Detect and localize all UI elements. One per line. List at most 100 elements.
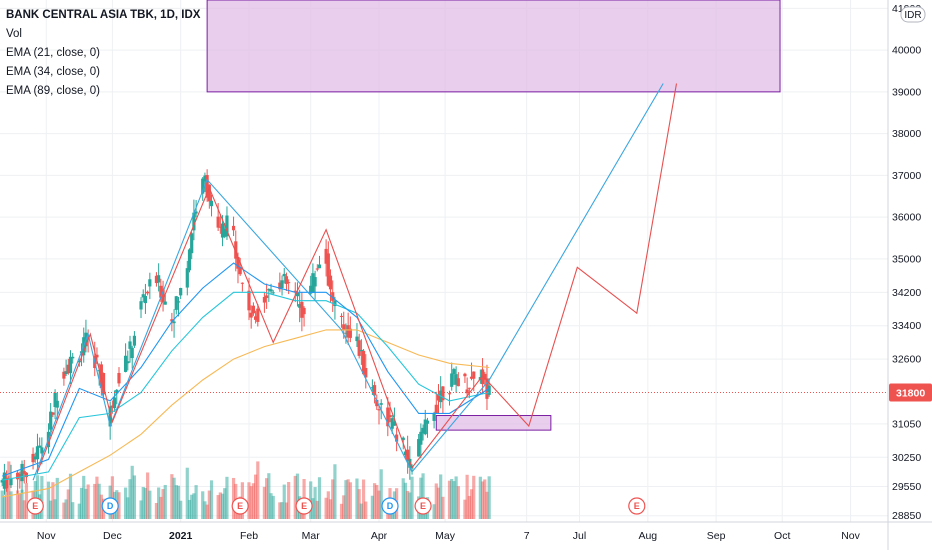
volume-bar [247,482,251,519]
volume-bar [450,478,454,519]
candle-body [361,350,366,375]
x-tick-label: Oct [774,530,790,542]
volume-bar [24,483,29,519]
volume-bar [454,476,458,519]
volume-bar [262,486,267,519]
volume-bar [123,487,128,519]
volume-bar [295,473,300,519]
volume-bar [355,478,359,519]
candle-body [390,418,394,429]
candle-body [110,405,114,408]
candle-body [287,282,291,284]
y-tick-label: 32600 [892,354,921,366]
volume-bar [9,491,13,519]
volume-bar [130,465,134,519]
volume-bar [265,478,269,519]
volume-bar [379,469,383,519]
candle-body [280,280,284,289]
volume-bar [287,482,291,519]
volume-bar [86,484,90,519]
volume-bar [317,477,322,519]
candle-body [300,301,304,318]
candle-body [163,301,167,305]
legend-ema21: EMA (21, close, 0) [6,47,100,59]
candle-body [240,282,244,284]
y-tick-label: 35000 [892,253,921,265]
candle-body [187,249,192,271]
volume-bar [348,482,352,519]
y-tick-label: 34200 [892,287,921,299]
candle-body [324,248,328,264]
volume-bar [406,490,410,519]
volume-bar [93,483,97,519]
event-marker-label: E [32,501,38,511]
volume-bar [357,489,361,519]
candle-body [456,378,460,387]
y-tick-label: 28850 [892,510,921,522]
volume-bar [97,483,101,519]
candle-body [18,473,22,478]
volume-bar [203,501,207,519]
volume-bar [163,484,167,519]
candle-body [64,371,68,375]
candle-body [339,315,344,317]
volume-bar [190,494,194,519]
x-tick-label: Apr [371,530,388,542]
volume-bar [328,499,333,519]
volume-bar [62,502,66,519]
volume-bar [117,492,121,519]
volume-bar [309,481,313,519]
legend-volume: Vol [6,28,22,40]
volume-bar [55,477,59,519]
volume-bar [254,474,258,519]
candle-body [485,378,489,399]
volume-bar [331,479,335,519]
candle-body [172,321,176,324]
candle-body [262,296,267,303]
volume-bar [220,493,225,519]
candle-body [62,371,66,379]
volume-bar [441,496,445,519]
volume-bar [251,483,255,519]
candle-body [346,325,350,338]
volume-bar [432,504,436,519]
candle-body [315,268,319,270]
candle-body [386,407,390,427]
y-tick-label: 40000 [892,45,921,57]
candle-body [331,292,335,301]
volume-bar [194,485,198,519]
ema34-line [2,291,490,481]
candle-body [179,287,183,296]
candle-body [71,356,75,359]
volume-bar [403,482,408,519]
volume-bar [434,483,438,519]
candle-body [176,301,181,303]
volume-bar [467,495,471,519]
event-marker-e [26,497,44,515]
volume-bar [79,487,84,519]
volume-bar [231,477,236,519]
legend-ema89: EMA (89, close, 0) [6,85,100,97]
volume-bar [216,495,220,519]
volume-bar [271,495,275,519]
volume-bar [174,485,178,519]
candle-body [313,277,317,287]
y-tick-label: 38000 [892,128,921,140]
candle-body [33,456,37,460]
volume-bar [209,480,214,519]
x-tick-label: 2021 [169,530,193,542]
volume-bar [480,481,485,519]
candle-body [40,447,44,454]
candle-body [31,453,35,463]
candle-body [425,420,430,424]
x-tick-label: Nov [37,530,56,542]
volume-bar [339,503,344,519]
target-zone-rect [206,0,781,93]
volume-bar [218,492,222,519]
volume-bar [95,476,99,519]
candle-body [278,282,282,290]
candle-body [423,419,427,435]
volume-bar [256,461,260,519]
